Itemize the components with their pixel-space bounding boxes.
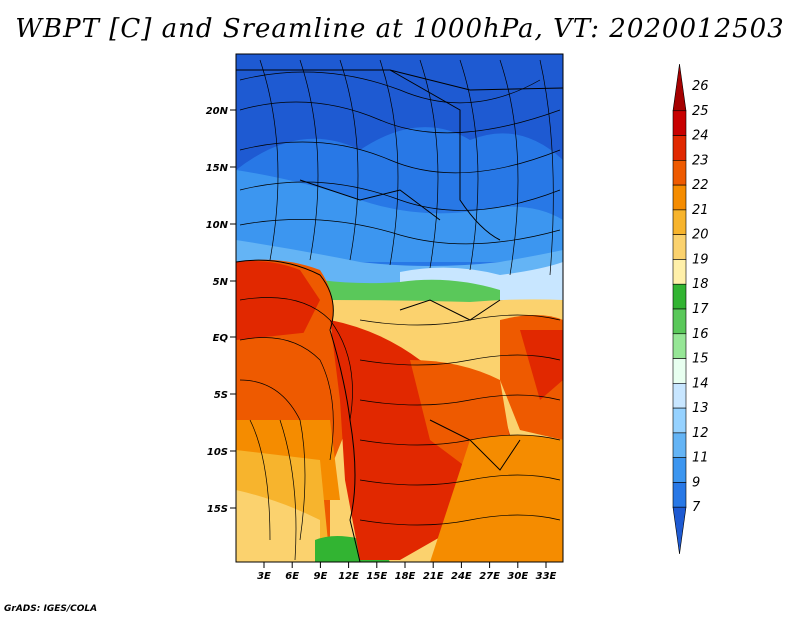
colorbar-segment (672, 432, 687, 458)
lat-label: EQ (213, 333, 229, 344)
colorbar-label: 20 (692, 228, 709, 243)
lat-label: 5N (213, 277, 229, 288)
colorbar-segment (672, 506, 687, 555)
colorbar-segment (672, 308, 687, 335)
colorbar-label: 26 (692, 79, 709, 94)
lon-label: 24E (451, 571, 472, 582)
lon-label: 21E (423, 571, 444, 582)
colorbar-segment (672, 160, 687, 186)
lat-label: 20N (206, 106, 229, 117)
colorbar-segment (672, 63, 687, 112)
lon-label: 6E (285, 571, 299, 582)
colorbar-label: 22 (692, 178, 709, 193)
lon-label: 33E (536, 571, 557, 582)
colorbar-segment (672, 184, 687, 211)
colorbar-segment (672, 358, 687, 384)
lat-label: 5S (214, 390, 228, 401)
lon-label: 3E (257, 571, 271, 582)
lon-label: 18E (395, 571, 416, 582)
colorbar-label: 21 (692, 203, 709, 218)
colorbar-segment (672, 383, 687, 409)
map-title: WBPT [C] and Sreamline at 1000hPa, VT: 2… (15, 14, 785, 44)
colorbar-label: 17 (692, 302, 709, 317)
colorbar-segment (672, 482, 687, 508)
lat-axis: 20N 15N 10N 5N EQ 5S 10S 15S (206, 106, 236, 515)
colorbar-label: 7 (692, 500, 701, 515)
colorbar-label: 24 (692, 129, 709, 144)
colorbar-label: 16 (692, 327, 709, 342)
colorbar-label: 11 (692, 451, 709, 466)
colorbar-segment (672, 283, 687, 310)
lon-label: 12E (338, 571, 359, 582)
colorbar-segment (672, 407, 687, 434)
lat-label: 10N (206, 220, 229, 231)
colorbar-segment (672, 259, 687, 285)
colorbar-segment (672, 135, 687, 161)
lat-label: 10S (207, 447, 228, 458)
map-field (236, 54, 563, 562)
lat-label: 15S (207, 504, 228, 515)
colorbar-label: 14 (692, 376, 709, 391)
colorbar-label: 15 (692, 352, 709, 367)
colorbar-segment (672, 110, 687, 136)
colorbar-segment (672, 209, 687, 235)
lon-label: 15E (366, 571, 387, 582)
colorbar-label: 18 (692, 277, 709, 292)
colorbar-label: 9 (692, 475, 700, 490)
colorbar-label: 23 (692, 153, 709, 168)
colorbar-label: 13 (692, 401, 709, 416)
colorbar-segment (672, 333, 687, 359)
colorbar-label: 12 (692, 426, 709, 441)
lat-label: 15N (206, 163, 229, 174)
colorbar-label: 19 (692, 252, 709, 267)
colorbar-segment (672, 457, 687, 483)
lon-label: 27E (479, 571, 500, 582)
colorbar-segment (672, 234, 687, 260)
grads-credit: GrADS: IGES/COLA (4, 604, 98, 614)
lon-axis: 3E 6E 9E 12E 15E 18E 21E 24E 27E 30E 33E (257, 562, 557, 582)
lon-label: 9E (314, 571, 328, 582)
colorbar-label: 25 (692, 104, 709, 119)
lon-label: 30E (507, 571, 528, 582)
